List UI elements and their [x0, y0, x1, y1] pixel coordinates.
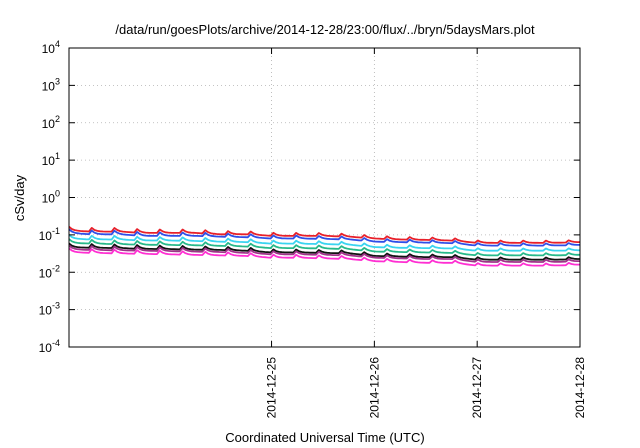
series-line: [68, 247, 580, 267]
x-axis-label: Coordinated Universal Time (UTC): [225, 430, 424, 445]
y-tick-label: 102: [42, 114, 60, 131]
series-group: [68, 226, 581, 267]
x-tick-label: 2014-12-27: [470, 357, 484, 419]
series-line: [68, 244, 580, 263]
x-tick-label: 2014-12-25: [265, 357, 279, 419]
y-tick-label: 10-1: [39, 226, 60, 243]
chart-title: /data/run/goesPlots/archive/2014-12-28/2…: [115, 22, 535, 37]
x-tick-label: 2014-12-28: [573, 357, 587, 419]
x-axis-ticks: 2014-12-25 2014-12-26 2014-12-27 2014-12-28: [265, 48, 587, 418]
y-axis-ticks: 10-4 10-3 10-2 10-1 100 101 102 103 104: [39, 39, 580, 355]
y-tick-label: 100: [42, 189, 60, 206]
y-tick-label: 101: [42, 151, 60, 168]
y-axis-label: cSv/day: [12, 174, 27, 221]
y-tick-label: 10-4: [39, 338, 60, 355]
series-line: [68, 234, 581, 252]
series-line: [68, 228, 580, 247]
y-tick-label: 104: [42, 39, 60, 56]
y-tick-label: 10-3: [39, 301, 60, 318]
series-line: [68, 226, 580, 244]
series-line: [68, 242, 580, 261]
grid-lines: [69, 48, 581, 347]
series-line: [68, 238, 580, 257]
x-tick-label: 2014-12-26: [367, 357, 381, 419]
y-tick-label: 103: [42, 76, 60, 93]
y-tick-label: 10-2: [39, 263, 60, 280]
